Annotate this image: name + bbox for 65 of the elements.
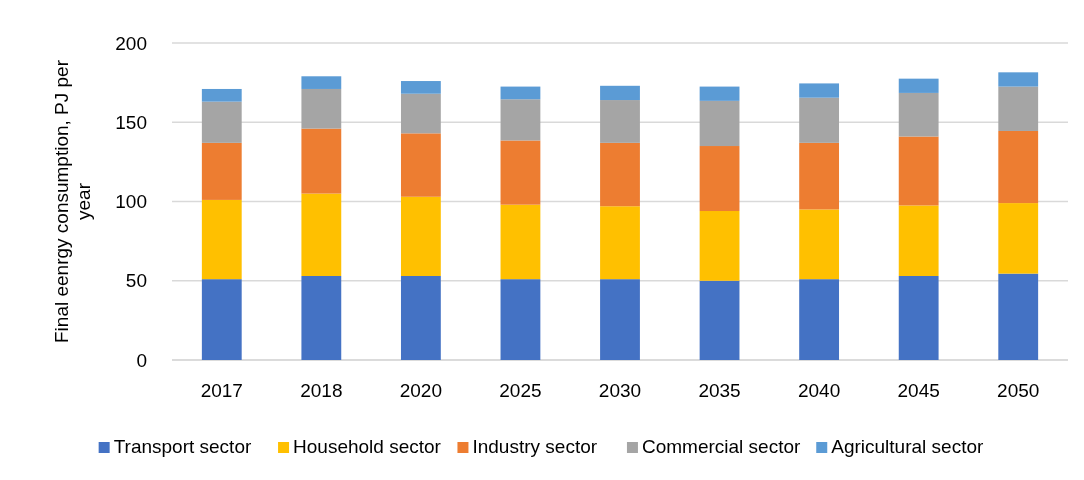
bar xyxy=(400,196,441,276)
legend-label: Transport sector xyxy=(113,436,252,457)
bar xyxy=(998,203,1039,274)
bar xyxy=(201,279,242,360)
bar xyxy=(898,205,939,276)
bar xyxy=(400,81,441,94)
legend-label: Agricultural sector xyxy=(831,436,984,457)
legend-label: Industry sector xyxy=(472,436,598,457)
x-tick-label: 2050 xyxy=(997,380,1040,401)
bar xyxy=(998,72,1039,87)
bar xyxy=(301,128,342,194)
x-tick-label: 2017 xyxy=(200,380,243,401)
bar xyxy=(201,88,242,102)
bar xyxy=(400,93,441,134)
bar xyxy=(799,209,840,280)
bar xyxy=(898,92,939,137)
legend-label: Commercial sector xyxy=(641,436,801,457)
bar xyxy=(898,78,939,93)
bar xyxy=(500,140,541,205)
bar xyxy=(400,133,441,197)
y-tick-label: 0 xyxy=(136,349,147,371)
x-tick-label: 2020 xyxy=(399,380,443,401)
bar xyxy=(699,100,740,147)
x-tick-label: 2040 xyxy=(797,380,841,401)
bar xyxy=(500,86,541,100)
bar xyxy=(699,211,740,281)
bar xyxy=(799,142,840,210)
bar xyxy=(301,276,342,360)
y-tick-label: 200 xyxy=(115,32,147,54)
bar xyxy=(998,86,1039,131)
bar xyxy=(201,199,242,280)
x-tick-label: 2025 xyxy=(499,380,542,401)
bar xyxy=(600,85,640,101)
bar xyxy=(600,206,640,280)
legend-label: Household sector xyxy=(293,436,442,457)
bar xyxy=(799,97,840,143)
bar xyxy=(699,146,740,212)
bar xyxy=(201,101,242,143)
bar xyxy=(799,279,840,360)
bar xyxy=(699,280,740,360)
bar xyxy=(898,276,939,360)
bar xyxy=(699,86,740,101)
bar xyxy=(600,142,640,207)
bar xyxy=(500,204,541,280)
y-axis-title: Final eenrgy consumption, PJ per year xyxy=(51,59,94,344)
bar xyxy=(500,279,541,360)
y-tick-label: 50 xyxy=(125,270,147,292)
bar xyxy=(201,142,242,200)
bar xyxy=(600,100,640,143)
bar xyxy=(898,136,939,206)
bar xyxy=(400,276,441,360)
bar xyxy=(600,279,640,360)
bar xyxy=(998,130,1039,204)
bar xyxy=(500,99,541,141)
bar xyxy=(998,273,1039,360)
bar xyxy=(301,193,342,276)
bar xyxy=(301,88,342,129)
bar xyxy=(799,83,840,98)
x-tick-label: 2035 xyxy=(698,380,741,401)
x-tick-label: 2045 xyxy=(897,380,940,401)
x-tick-label: 2030 xyxy=(598,380,642,401)
y-tick-label: 100 xyxy=(115,191,147,213)
bar xyxy=(301,76,342,89)
y-tick-label: 150 xyxy=(115,111,147,133)
x-tick-label: 2018 xyxy=(300,380,343,401)
